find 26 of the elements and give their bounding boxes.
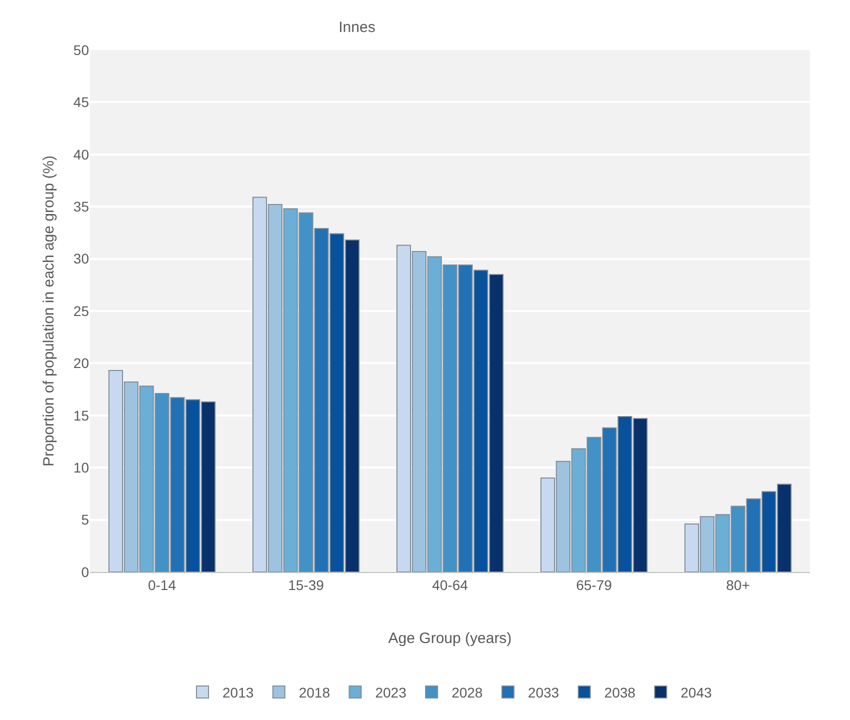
x-tick-label: 0-14 xyxy=(148,576,176,593)
y-tick-label: 40 xyxy=(73,146,90,162)
legend-label: 2038 xyxy=(604,684,636,700)
y-tick-label: 25 xyxy=(73,302,90,319)
legend-label: 2018 xyxy=(298,684,330,700)
legend-label: 2043 xyxy=(680,684,712,700)
legend-label: 2028 xyxy=(452,684,483,700)
y-tick-label: 5 xyxy=(81,512,90,528)
x-tick-label: 65-79 xyxy=(576,576,612,593)
y-axis-title: Proportion of population in each age group (%) xyxy=(40,155,58,467)
y-tick-label: 50 xyxy=(73,42,90,58)
chart-title: Innes xyxy=(338,19,376,36)
y-tick-label: 35 xyxy=(73,198,90,214)
x-tick-label: 80+ xyxy=(726,576,750,593)
x-axis-title: Age Group (years) xyxy=(388,630,512,647)
legend-label: 2013 xyxy=(222,684,254,700)
legend-label: 2023 xyxy=(375,684,407,700)
x-tick-label: 40-64 xyxy=(432,576,468,593)
y-tick-label: 0 xyxy=(81,564,90,580)
y-tick-label: 20 xyxy=(73,355,90,372)
x-tick-label: 15-39 xyxy=(288,576,324,593)
y-tick-label: 15 xyxy=(73,407,90,424)
legend-label: 2033 xyxy=(528,684,560,700)
y-tick-label: 10 xyxy=(73,460,90,476)
y-tick-label: 30 xyxy=(73,250,90,267)
y-tick-label: 45 xyxy=(73,94,90,110)
